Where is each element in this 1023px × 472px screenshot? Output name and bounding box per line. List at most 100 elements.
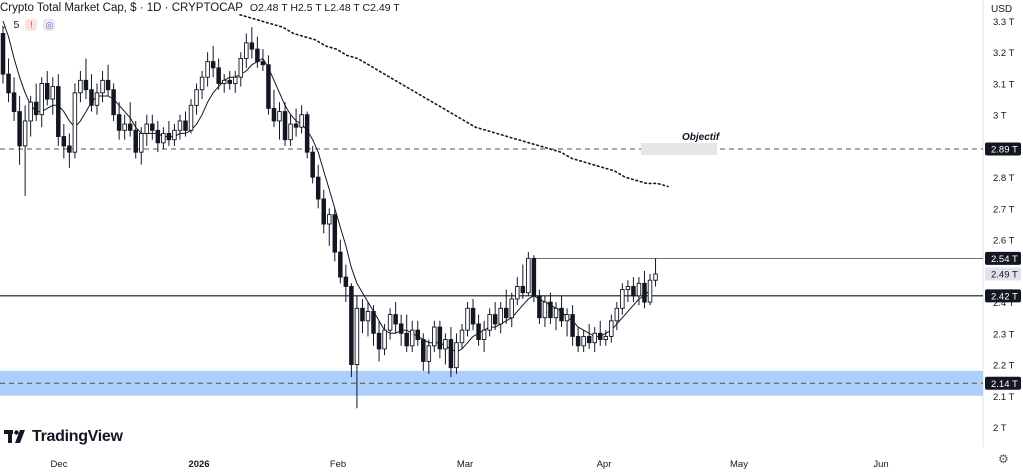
candle[interactable] <box>470 298 476 331</box>
candle[interactable] <box>371 305 376 346</box>
candle[interactable] <box>183 111 188 137</box>
candle[interactable] <box>526 252 531 296</box>
candle[interactable] <box>155 120 161 153</box>
candle[interactable] <box>481 320 487 353</box>
candle[interactable] <box>67 133 72 168</box>
candle[interactable] <box>465 302 470 337</box>
chevron-down-icon[interactable]: ⌄ <box>0 19 8 30</box>
candle[interactable] <box>437 320 443 359</box>
candle[interactable] <box>227 70 232 90</box>
candle[interactable] <box>293 108 299 137</box>
candle[interactable] <box>564 308 570 337</box>
time-axis[interactable]: Dec 2026 Feb Mar Apr May Jun <box>51 459 889 470</box>
candle[interactable] <box>39 77 44 128</box>
candle[interactable] <box>166 120 172 146</box>
candle[interactable] <box>56 74 61 146</box>
candle[interactable] <box>199 70 205 100</box>
currency-label[interactable]: USD <box>991 4 1013 15</box>
candle[interactable] <box>542 295 548 328</box>
candle[interactable] <box>360 298 365 334</box>
candle[interactable] <box>266 55 271 115</box>
candle[interactable] <box>432 320 437 353</box>
candle[interactable] <box>581 330 586 353</box>
candle[interactable] <box>421 333 426 371</box>
candle[interactable] <box>304 111 310 159</box>
candle[interactable] <box>133 120 138 159</box>
candle[interactable] <box>22 105 28 196</box>
candle[interactable] <box>50 77 56 115</box>
candle[interactable] <box>653 258 658 287</box>
candle[interactable] <box>338 239 343 284</box>
candle[interactable] <box>365 302 371 337</box>
candle[interactable] <box>238 52 244 87</box>
candle[interactable] <box>398 314 404 346</box>
candle[interactable] <box>33 83 39 121</box>
candle[interactable] <box>448 327 454 378</box>
candle[interactable] <box>28 95 33 137</box>
candle[interactable] <box>116 102 122 140</box>
alert-icon[interactable]: ! <box>25 19 38 31</box>
candle[interactable] <box>315 164 321 209</box>
candle[interactable] <box>321 189 326 234</box>
candle[interactable] <box>597 320 603 346</box>
candle[interactable] <box>61 124 67 159</box>
candle[interactable] <box>89 74 94 112</box>
candle[interactable] <box>327 208 332 246</box>
candle[interactable] <box>459 323 465 349</box>
candle[interactable] <box>592 327 597 353</box>
candle[interactable] <box>0 27 6 84</box>
candle[interactable] <box>559 295 564 328</box>
candle[interactable] <box>531 255 537 303</box>
candle[interactable] <box>343 264 349 303</box>
candle[interactable] <box>188 99 194 134</box>
candle[interactable] <box>503 289 509 324</box>
candle[interactable] <box>194 83 199 115</box>
candle[interactable] <box>476 314 481 346</box>
candle[interactable] <box>78 70 83 103</box>
candle[interactable] <box>376 320 382 362</box>
candle[interactable] <box>498 302 503 334</box>
candle[interactable] <box>393 302 398 334</box>
candle[interactable] <box>382 323 387 356</box>
candle[interactable] <box>138 127 144 165</box>
candle[interactable] <box>609 314 614 343</box>
candle[interactable] <box>255 36 260 68</box>
candle[interactable] <box>575 327 581 353</box>
candle[interactable] <box>631 277 636 303</box>
candle[interactable] <box>426 339 432 374</box>
candle[interactable] <box>647 273 653 306</box>
candle[interactable] <box>122 114 127 140</box>
candle[interactable] <box>83 58 89 100</box>
candle[interactable] <box>349 283 354 378</box>
candles-layer[interactable] <box>0 27 658 409</box>
candle[interactable] <box>72 83 78 159</box>
candle[interactable] <box>277 102 282 140</box>
candle[interactable] <box>94 83 100 115</box>
candle[interactable] <box>586 323 592 349</box>
candle[interactable] <box>415 320 421 346</box>
candle[interactable] <box>205 52 210 87</box>
candle[interactable] <box>310 145 315 184</box>
candle[interactable] <box>144 114 150 146</box>
candle[interactable] <box>244 33 249 68</box>
candle[interactable] <box>216 58 221 90</box>
candle[interactable] <box>620 283 625 315</box>
candle[interactable] <box>282 102 288 146</box>
candle[interactable] <box>515 277 520 306</box>
candle[interactable] <box>210 45 216 78</box>
candle[interactable] <box>150 114 155 140</box>
candle[interactable] <box>487 308 492 337</box>
symbol-title[interactable]: Crypto Total Market Cap, $ · 1D · CRYPTO… <box>0 2 243 14</box>
candle[interactable] <box>387 308 393 340</box>
candle[interactable] <box>161 127 166 150</box>
candle[interactable] <box>172 124 177 146</box>
candle[interactable] <box>233 70 238 93</box>
candle[interactable] <box>332 208 338 262</box>
candle[interactable] <box>603 330 609 346</box>
replay-icon[interactable]: ◎ <box>43 19 56 31</box>
candle[interactable] <box>409 320 415 353</box>
candle[interactable] <box>537 289 542 324</box>
candle[interactable] <box>636 277 642 306</box>
candle[interactable] <box>44 70 50 106</box>
